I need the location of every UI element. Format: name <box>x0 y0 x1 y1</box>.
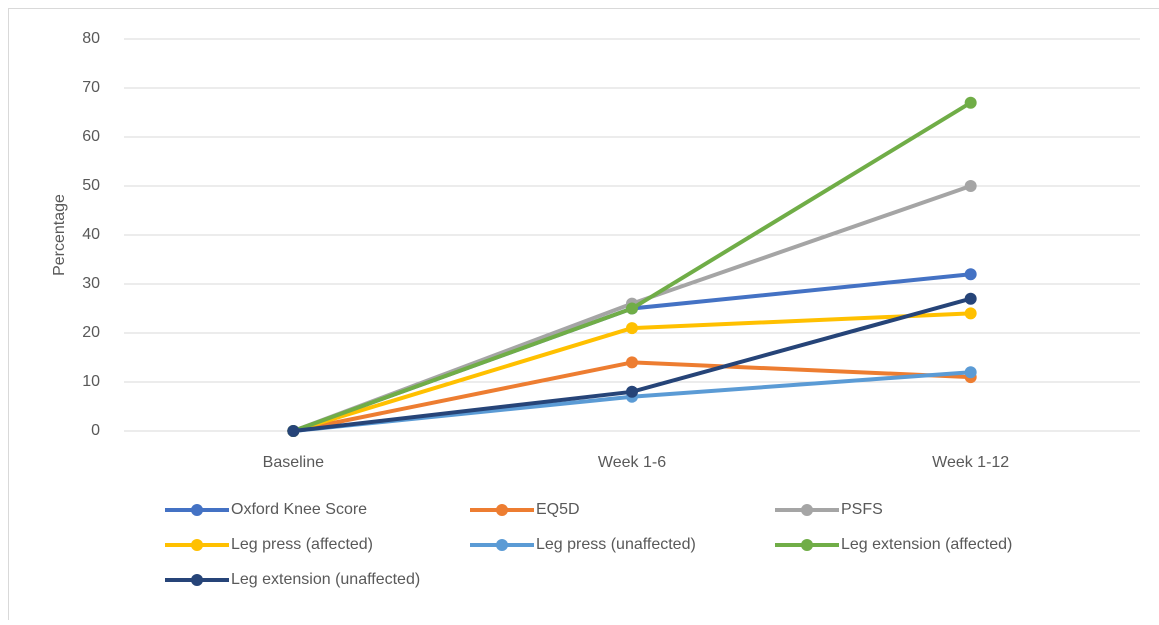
x-tick-label: Week 1-6 <box>598 454 666 471</box>
data-point <box>626 303 638 315</box>
legend-marker <box>191 574 203 586</box>
data-point <box>965 268 977 280</box>
y-tick-label: 70 <box>82 79 100 96</box>
data-point <box>626 386 638 398</box>
y-tick-label: 10 <box>82 373 100 390</box>
legend-label: Leg extension (unaffected) <box>231 571 420 588</box>
data-point <box>287 425 299 437</box>
data-point <box>626 322 638 334</box>
y-tick-label: 50 <box>82 177 100 194</box>
x-tick-label: Baseline <box>263 454 324 471</box>
y-tick-label: 30 <box>82 275 100 292</box>
legend-marker <box>801 539 813 551</box>
data-point <box>965 307 977 319</box>
data-point <box>965 97 977 109</box>
legend-label: EQ5D <box>536 501 580 518</box>
legend-marker <box>496 504 508 516</box>
legend-label: Leg press (affected) <box>231 536 373 553</box>
data-point <box>965 366 977 378</box>
legend-marker <box>801 504 813 516</box>
chart-border <box>9 9 1159 621</box>
y-tick-label: 40 <box>82 226 100 243</box>
legend-marker <box>191 539 203 551</box>
y-tick-label: 20 <box>82 324 100 341</box>
data-point <box>965 293 977 305</box>
y-tick-label: 0 <box>91 422 100 439</box>
legend-label: Oxford Knee Score <box>231 501 367 518</box>
y-tick-label: 80 <box>82 30 100 47</box>
legend-label: Leg extension (affected) <box>841 536 1012 553</box>
y-tick-label: 60 <box>82 128 100 145</box>
y-axis-label: Percentage <box>51 194 68 276</box>
data-point <box>965 180 977 192</box>
legend-label: PSFS <box>841 501 883 518</box>
legend-marker <box>191 504 203 516</box>
x-tick-label: Week 1-12 <box>932 454 1009 471</box>
data-point <box>626 356 638 368</box>
legend-label: Leg press (unaffected) <box>536 536 696 553</box>
legend-marker <box>496 539 508 551</box>
